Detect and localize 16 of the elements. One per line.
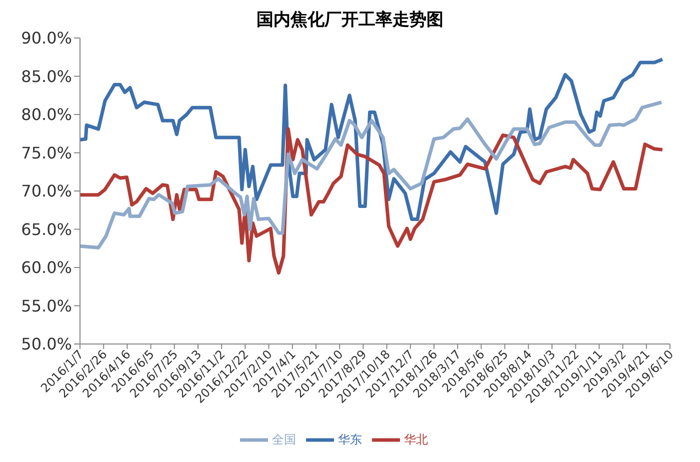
y-tick-label: 80.0% — [21, 105, 72, 124]
legend-label: 华东 — [338, 432, 362, 446]
y-tick-label: 90.0% — [21, 28, 72, 48]
y-tick-label: 85.0% — [21, 66, 72, 86]
y-tick-label: 70.0% — [21, 182, 72, 201]
y-tick-label: 65.0% — [21, 220, 72, 239]
line-series — [80, 58, 664, 222]
chart-title: 国内焦化厂开工率走势图 — [256, 9, 444, 30]
legend-label: 全国 — [272, 432, 296, 446]
legend-label: 华北 — [404, 432, 428, 446]
y-tick-label: 50.0% — [21, 334, 72, 354]
line-series — [80, 100, 664, 250]
y-tick-label: 55.0% — [21, 296, 72, 316]
y-tick-label: 75.0% — [21, 143, 72, 162]
line-series — [80, 127, 664, 275]
y-tick-label: 60.0% — [21, 258, 72, 278]
